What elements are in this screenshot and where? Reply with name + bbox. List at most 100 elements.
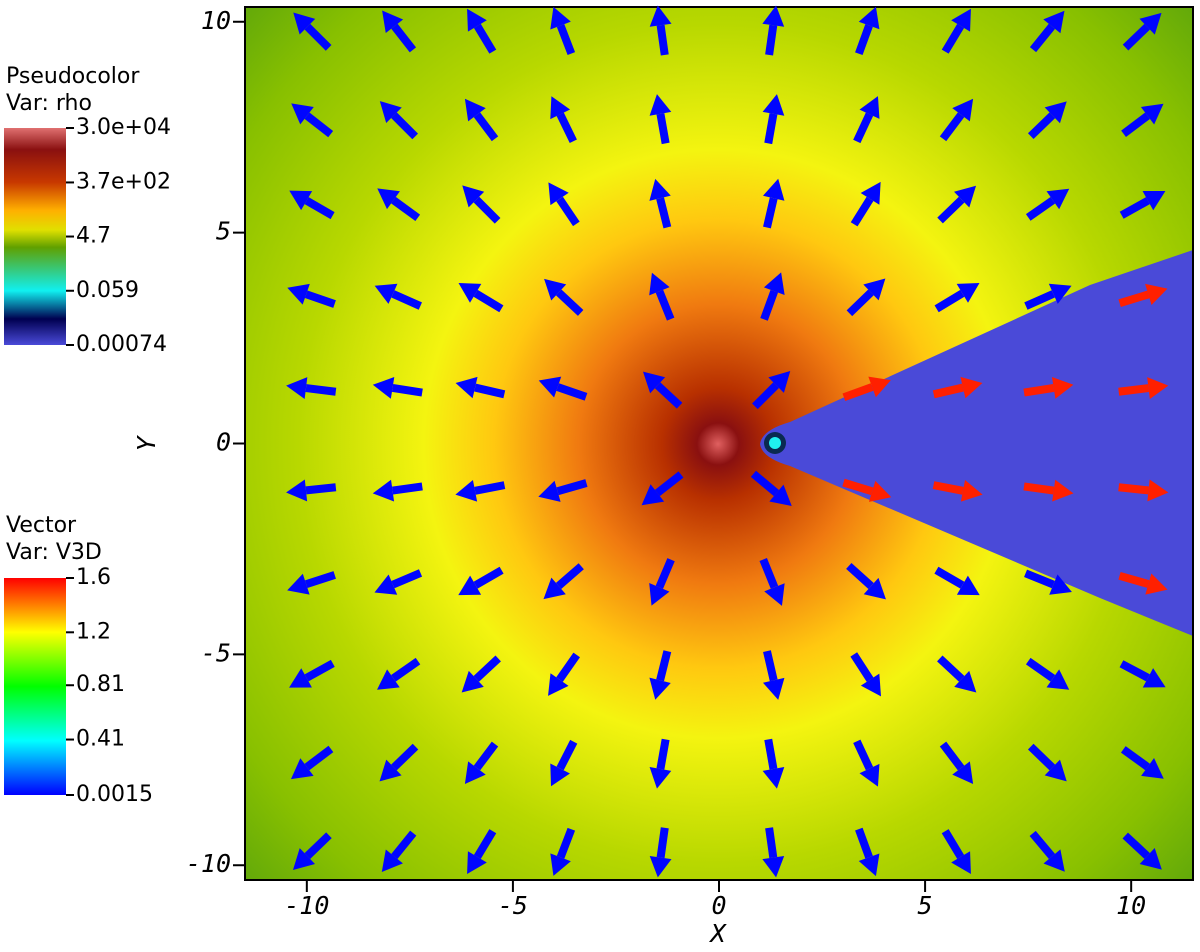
vector-arrow [941,829,971,875]
arrow-head [956,575,980,596]
y-tick-label: 5 [216,217,231,246]
vector-arrow [372,479,423,502]
arrow-head [538,376,562,398]
arrow-shaft [304,659,335,682]
vector-arrow [1027,743,1067,782]
arrow-head [550,853,571,876]
arrow-shaft [764,738,778,770]
arrow-shaft [853,739,874,771]
legend-label: 0.059 [76,278,139,303]
arrow-shaft [752,382,779,410]
vector-arrow [1029,10,1065,53]
vector-arrow [1121,103,1164,138]
legend-label: 0.00074 [76,332,167,357]
arrow-shaft [932,383,964,399]
arrow-head [292,848,315,870]
vector-arrow [467,8,497,54]
source [769,437,781,449]
x-axis-label: X [708,919,727,948]
vector-arrow [287,283,336,308]
vector-arrow [762,5,785,56]
vector-arrow [855,6,880,56]
arrow-head [641,484,665,506]
arrow-shaft [656,650,672,682]
vector-arrow [762,178,785,229]
arrow-head [287,283,310,305]
arrow-head [290,758,314,780]
vector-arrow [759,557,785,606]
vector-arrow [939,741,974,784]
arrow-head [1046,669,1070,690]
arrow-head [1052,479,1074,502]
arrow-shaft [934,566,965,589]
vector-arrow [643,371,683,409]
vector-arrow [649,650,672,700]
legend-variable: Var: V3D [6,540,102,565]
arrow-head [462,185,485,208]
vector-arrow [1029,830,1065,872]
arrow-head [377,188,400,210]
arrow-head [1141,758,1164,779]
vector-arrow [458,566,504,596]
vector-colorbar [4,578,66,795]
arrow-shaft [937,655,965,682]
y-tick-label: 10 [201,6,231,35]
vector-arrow [1118,479,1169,502]
vector-arrow [1025,657,1070,690]
arrow-shaft [1119,197,1150,219]
vector-arrow [543,563,584,600]
vector-arrow [1027,101,1067,140]
arrow-head [293,12,316,35]
vector-arrow [939,98,974,142]
vector-arrow [548,182,580,227]
arrow-head [548,182,569,206]
arrow-shaft [474,481,506,495]
vector-arrow [372,377,423,399]
arrow-head [538,480,561,502]
arrow-shaft [1027,743,1056,771]
vector-arrow [762,738,785,789]
arrow-head [1048,283,1072,304]
vector-arrow [289,190,335,220]
arrow-shaft [556,827,576,859]
arrow-head [1043,849,1065,872]
vector-arrow [760,272,785,321]
arrow-head [381,849,403,873]
vector-arrow [1118,283,1168,308]
arrow-head [859,96,880,119]
vector-arrow [1122,832,1162,870]
x-tick-label: 10 [1116,891,1146,920]
y-axis-label: Y [132,435,161,452]
arrow-head [858,6,880,30]
arrow-shaft [304,571,336,589]
arrow-shaft [1029,23,1055,53]
arrow-shaft [555,563,584,589]
arrow-head [455,376,478,399]
vector-arrow [286,377,337,399]
arrow-head [374,283,398,304]
vector-arrow [464,741,499,784]
arrow-head [649,767,672,789]
arrow-head [461,670,484,693]
arrow-shaft [473,112,499,142]
arrow-head [467,851,487,875]
arrow-head [952,761,974,784]
vector-arrow [850,181,881,227]
vector-arrow [762,650,785,700]
arrow-shaft [304,23,332,51]
arrow-head [1145,283,1168,305]
arrow-head [649,178,671,201]
vector-arrow [455,376,506,399]
vector-arrow [455,480,506,502]
arrow-shaft [1121,112,1150,138]
arrow-shaft [1118,290,1150,308]
arrow-shaft [391,830,417,859]
arrow-head [863,278,886,301]
arrow-shaft [850,652,874,682]
vector-arrow [1122,12,1162,51]
arrow-shaft [391,383,423,397]
vector-arrow [550,6,576,55]
arrow-shaft [846,289,874,317]
arrow-shaft [1122,23,1150,51]
arrow-head [868,480,892,502]
